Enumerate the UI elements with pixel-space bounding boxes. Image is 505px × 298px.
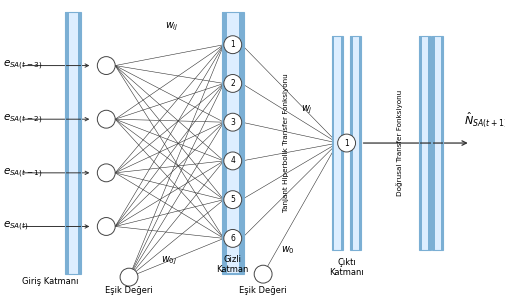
Text: $w_{0j}$: $w_{0j}$ [161,254,177,267]
FancyBboxPatch shape [419,36,430,250]
Ellipse shape [97,57,115,74]
Text: $e_{SA(t-2)}$: $e_{SA(t-2)}$ [3,113,42,126]
FancyBboxPatch shape [434,36,440,250]
FancyBboxPatch shape [65,12,81,274]
Text: Eşik Değeri: Eşik Değeri [105,286,153,295]
FancyBboxPatch shape [421,36,427,250]
Ellipse shape [223,229,241,247]
Ellipse shape [97,164,115,182]
Ellipse shape [97,218,115,235]
Text: Eşik Değeri: Eşik Değeri [239,286,286,295]
Ellipse shape [223,74,241,92]
Text: $w_0$: $w_0$ [281,244,295,256]
Text: $e_{SA(t)}$: $e_{SA(t)}$ [3,220,28,233]
Text: Tanjant Hiperbolik Transfer Fonksiyonu: Tanjant Hiperbolik Transfer Fonksiyonu [282,74,288,212]
Text: $w_{ij}$: $w_{ij}$ [165,21,179,33]
Ellipse shape [337,134,355,152]
Ellipse shape [223,36,241,54]
FancyBboxPatch shape [334,36,340,250]
Text: $e_{SA(t-3)}$: $e_{SA(t-3)}$ [3,59,42,72]
FancyBboxPatch shape [226,13,238,273]
Text: 2: 2 [230,79,235,88]
Ellipse shape [97,110,115,128]
FancyBboxPatch shape [431,36,442,250]
Text: $w_j$: $w_j$ [300,104,312,117]
Ellipse shape [254,265,272,283]
Text: Çıktı
Katmanı: Çıktı Katmanı [329,258,363,277]
Text: Giriş Katmanı: Giriş Katmanı [22,277,79,286]
Text: $\hat{N}_{SA(t+1)}$: $\hat{N}_{SA(t+1)}$ [463,110,505,129]
Ellipse shape [120,268,138,286]
FancyBboxPatch shape [331,36,342,250]
Ellipse shape [223,113,241,131]
Text: Doğrusal Transfer Fonksiyonu: Doğrusal Transfer Fonksiyonu [395,90,402,196]
Text: 1: 1 [230,40,235,49]
Text: 6: 6 [230,234,235,243]
Text: $e_{SA(t-1)}$: $e_{SA(t-1)}$ [3,166,42,179]
Text: 1: 1 [343,139,348,148]
Text: Gizli
Katman: Gizli Katman [216,255,248,274]
Text: 5: 5 [230,195,235,204]
FancyBboxPatch shape [352,36,358,250]
Text: 3: 3 [230,118,235,127]
Ellipse shape [223,152,241,170]
FancyBboxPatch shape [221,12,243,274]
Ellipse shape [223,191,241,209]
FancyBboxPatch shape [349,36,361,250]
Text: 4: 4 [230,156,235,165]
FancyBboxPatch shape [69,13,78,274]
